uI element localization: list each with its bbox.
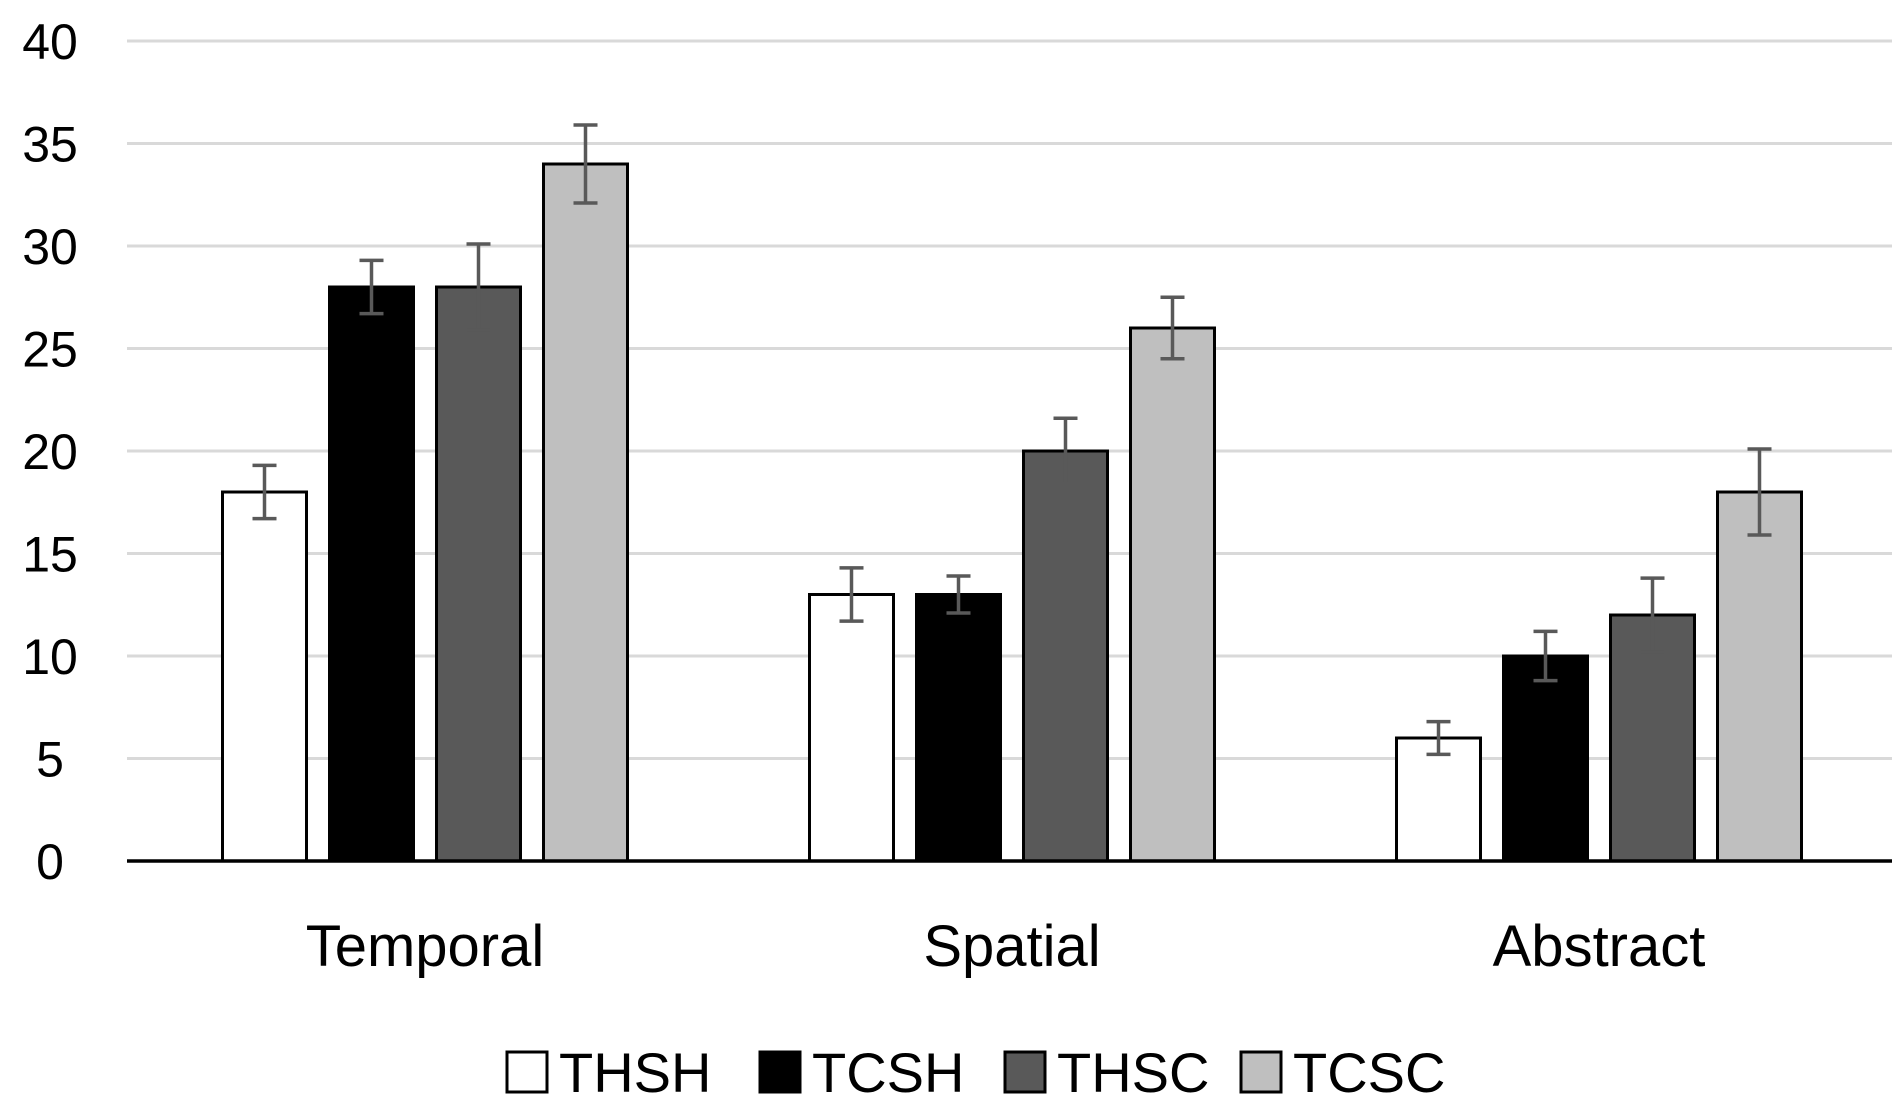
y-tick-label-35: 35 xyxy=(22,117,78,173)
legend-label-thsh: THSH xyxy=(559,1041,711,1104)
legend-item-tcsh: TCSH xyxy=(758,1041,964,1104)
error-bar-thsh-temporal xyxy=(252,463,277,521)
bar-thsh-abstract xyxy=(1395,736,1482,863)
bar-thsc-abstract xyxy=(1609,613,1696,863)
y-tick-label-20: 20 xyxy=(22,424,78,480)
x-category-label-spatial: Spatial xyxy=(923,914,1100,979)
y-tick-label-30: 30 xyxy=(22,219,78,275)
error-bar-thsc-temporal xyxy=(466,242,491,332)
bar-tcsh-abstract xyxy=(1502,654,1589,863)
legend-item-thsh: THSH xyxy=(505,1041,711,1104)
bar-tcsh-spatial xyxy=(915,593,1002,863)
legend-item-thsc: THSC xyxy=(1003,1041,1209,1104)
bar-thsc-temporal xyxy=(435,285,522,863)
bars xyxy=(221,162,1803,863)
x-category-label-abstract: Abstract xyxy=(1493,914,1706,979)
y-tick-label-25: 25 xyxy=(22,322,78,378)
error-bar-thsh-spatial xyxy=(839,566,864,623)
bar-thsh-temporal xyxy=(221,490,308,863)
bar-tcsh-temporal xyxy=(328,285,415,863)
bar-thsc-spatial xyxy=(1022,449,1109,863)
y-tick-label-5: 5 xyxy=(36,732,64,788)
x-axis-categories: Temporal Spatial Abstract xyxy=(306,914,1706,979)
legend-swatch-thsh xyxy=(505,1050,549,1094)
gridlines xyxy=(127,39,1892,760)
y-tick-label-0: 0 xyxy=(36,834,64,890)
legend-label-thsc: THSC xyxy=(1057,1041,1209,1104)
error-bar-tcsc-spatial xyxy=(1160,295,1185,361)
legend-item-tcsc: TCSC xyxy=(1239,1041,1445,1104)
error-bar-thsh-abstract xyxy=(1426,719,1451,757)
error-bar-tcsh-spatial xyxy=(946,574,971,615)
error-bar-tcsh-abstract xyxy=(1533,629,1558,683)
error-bar-thsc-abstract xyxy=(1640,576,1665,654)
y-tick-label-10: 10 xyxy=(22,629,78,685)
y-tick-label-40: 40 xyxy=(22,14,78,70)
bar-tcsc-abstract xyxy=(1716,490,1803,863)
y-tick-label-15: 15 xyxy=(22,527,78,583)
y-axis-ticks: 0 5 10 15 20 25 30 35 40 xyxy=(22,14,78,890)
legend-swatch-thsc xyxy=(1003,1050,1047,1094)
legend-label-tcsh: TCSH xyxy=(812,1041,964,1104)
x-category-label-temporal: Temporal xyxy=(306,914,545,979)
error-bar-tcsh-temporal xyxy=(359,258,384,316)
legend-label-tcsc: TCSC xyxy=(1293,1041,1445,1104)
bar-thsh-spatial xyxy=(808,593,895,863)
legend-swatch-tcsh xyxy=(758,1050,802,1094)
legend: THSH TCSH THSC TCSC xyxy=(505,1041,1445,1104)
bar-tcsc-spatial xyxy=(1129,326,1216,863)
bar-tcsc-temporal xyxy=(542,162,629,863)
error-bar-tcsc-abstract xyxy=(1747,447,1772,537)
error-bars xyxy=(252,123,1772,757)
legend-swatch-tcsc xyxy=(1239,1050,1283,1094)
error-bar-thsc-spatial xyxy=(1053,416,1078,486)
error-bar-tcsc-temporal xyxy=(573,123,598,205)
